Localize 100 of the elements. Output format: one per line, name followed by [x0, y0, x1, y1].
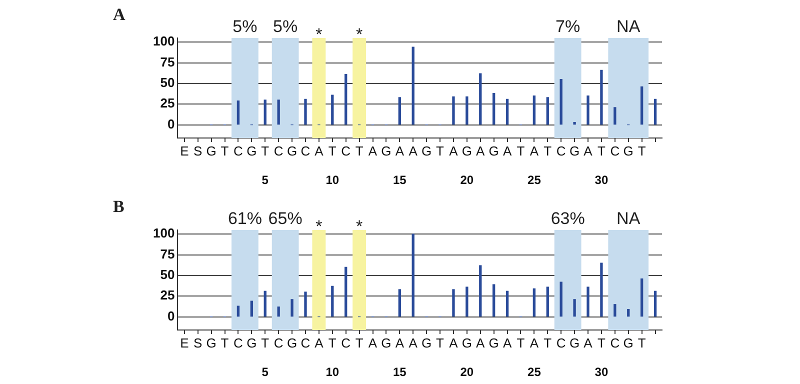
bar	[546, 97, 549, 125]
band-label: *	[316, 217, 323, 236]
x2-tick-label: 30	[594, 173, 608, 188]
bar	[560, 282, 562, 317]
x-tick-label: C	[341, 335, 351, 350]
x2-tick-label: 25	[528, 365, 542, 380]
bar	[344, 266, 348, 317]
x2-tick-label: 25	[528, 173, 542, 188]
y-tick-label: 25	[160, 96, 175, 111]
bar	[614, 304, 616, 317]
band-label: *	[356, 25, 363, 44]
bar	[492, 284, 496, 317]
x-tick-label: A	[530, 143, 539, 158]
bar	[277, 100, 280, 125]
band-label: 65%	[268, 209, 302, 228]
y-tick-label: 100	[152, 226, 175, 241]
x-tick-label: T	[328, 143, 336, 158]
band-label: NA	[616, 209, 641, 228]
bar	[492, 93, 496, 125]
x-tick-label: A	[584, 335, 593, 350]
bar	[573, 122, 576, 125]
x-tick-label: A	[584, 143, 593, 158]
x-tick-label: A	[476, 335, 486, 350]
bar	[654, 290, 657, 317]
bar	[264, 100, 266, 125]
y-tick-label: 100	[152, 34, 175, 49]
x-tick-label: G	[462, 143, 472, 158]
x-tick-label: G	[623, 143, 634, 158]
band-label: NA	[616, 17, 641, 36]
x-tick-label: E	[180, 335, 190, 350]
x-tick-label: T	[355, 335, 364, 350]
bar	[452, 289, 455, 317]
x-tick-label: T	[261, 335, 270, 350]
x-tick-label: G	[246, 335, 257, 350]
x-tick-label: A	[395, 335, 404, 350]
bar	[640, 278, 644, 317]
x-tick-label: T	[544, 143, 552, 158]
band-label: 5%	[273, 17, 298, 36]
x-tick-label: C	[610, 143, 620, 158]
bar	[236, 306, 240, 317]
bar	[532, 96, 536, 125]
x-tick-label: G	[462, 335, 472, 350]
x-tick-label: T	[436, 143, 444, 158]
band-label: 61%	[228, 209, 262, 228]
x-tick-label: A	[449, 143, 458, 158]
bar	[506, 290, 509, 317]
bar	[277, 306, 280, 317]
x-tick-label: A	[476, 143, 486, 158]
x-tick-label: C	[300, 335, 310, 350]
x-tick-label: G	[422, 143, 432, 158]
x-tick-label: C	[556, 335, 566, 350]
bar	[640, 86, 644, 125]
bar	[398, 97, 401, 125]
x-tick-label: T	[436, 335, 444, 350]
x-tick-label: A	[395, 143, 404, 158]
y-tick-label: 50	[160, 75, 175, 90]
x-tick-label: G	[206, 143, 216, 158]
x-tick-label: A	[314, 143, 324, 158]
x-tick-label: T	[516, 143, 525, 158]
bar	[573, 299, 576, 317]
x2-tick-label: 15	[392, 173, 407, 188]
x-tick-label: T	[220, 143, 229, 158]
x-tick-label: G	[488, 335, 499, 350]
y-tick-label: 75	[160, 246, 175, 262]
band-label: *	[316, 25, 323, 44]
y-tick-label: 0	[167, 116, 175, 132]
bar	[290, 299, 294, 317]
bar	[412, 234, 414, 317]
y-tick-label: 50	[160, 267, 175, 282]
x-tick-label: A	[408, 143, 418, 158]
bar	[344, 74, 348, 125]
x2-tick-label: 20	[460, 365, 474, 380]
x-tick-label: S	[194, 335, 203, 350]
x-tick-label: E	[180, 143, 190, 158]
x-tick-label: G	[569, 335, 580, 350]
bar	[506, 98, 509, 125]
bar	[600, 70, 603, 125]
bar	[532, 288, 536, 317]
bar	[586, 96, 590, 125]
x-tick-label: G	[206, 335, 216, 350]
bar	[627, 309, 630, 317]
x-tick-label: T	[328, 335, 336, 350]
x-tick-label: A	[368, 143, 378, 158]
bar	[304, 292, 307, 317]
x-tick-label: A	[314, 335, 324, 350]
x-tick-label: C	[556, 143, 566, 158]
x2-tick-label: 15	[392, 365, 407, 380]
x2-tick-label: 10	[326, 365, 340, 380]
x-tick-label: A	[368, 335, 378, 350]
x2-tick-label: 20	[460, 173, 474, 188]
x-tick-label: A	[408, 335, 418, 350]
x-tick-label: A	[502, 335, 512, 350]
chart-title: B	[113, 196, 124, 216]
x-tick-label: G	[246, 143, 257, 158]
bar	[586, 286, 590, 317]
x-tick-label: G	[381, 335, 392, 350]
x-tick-label: G	[569, 143, 580, 158]
bar	[304, 98, 307, 125]
band-label: *	[356, 217, 363, 236]
x-tick-label: C	[300, 143, 310, 158]
